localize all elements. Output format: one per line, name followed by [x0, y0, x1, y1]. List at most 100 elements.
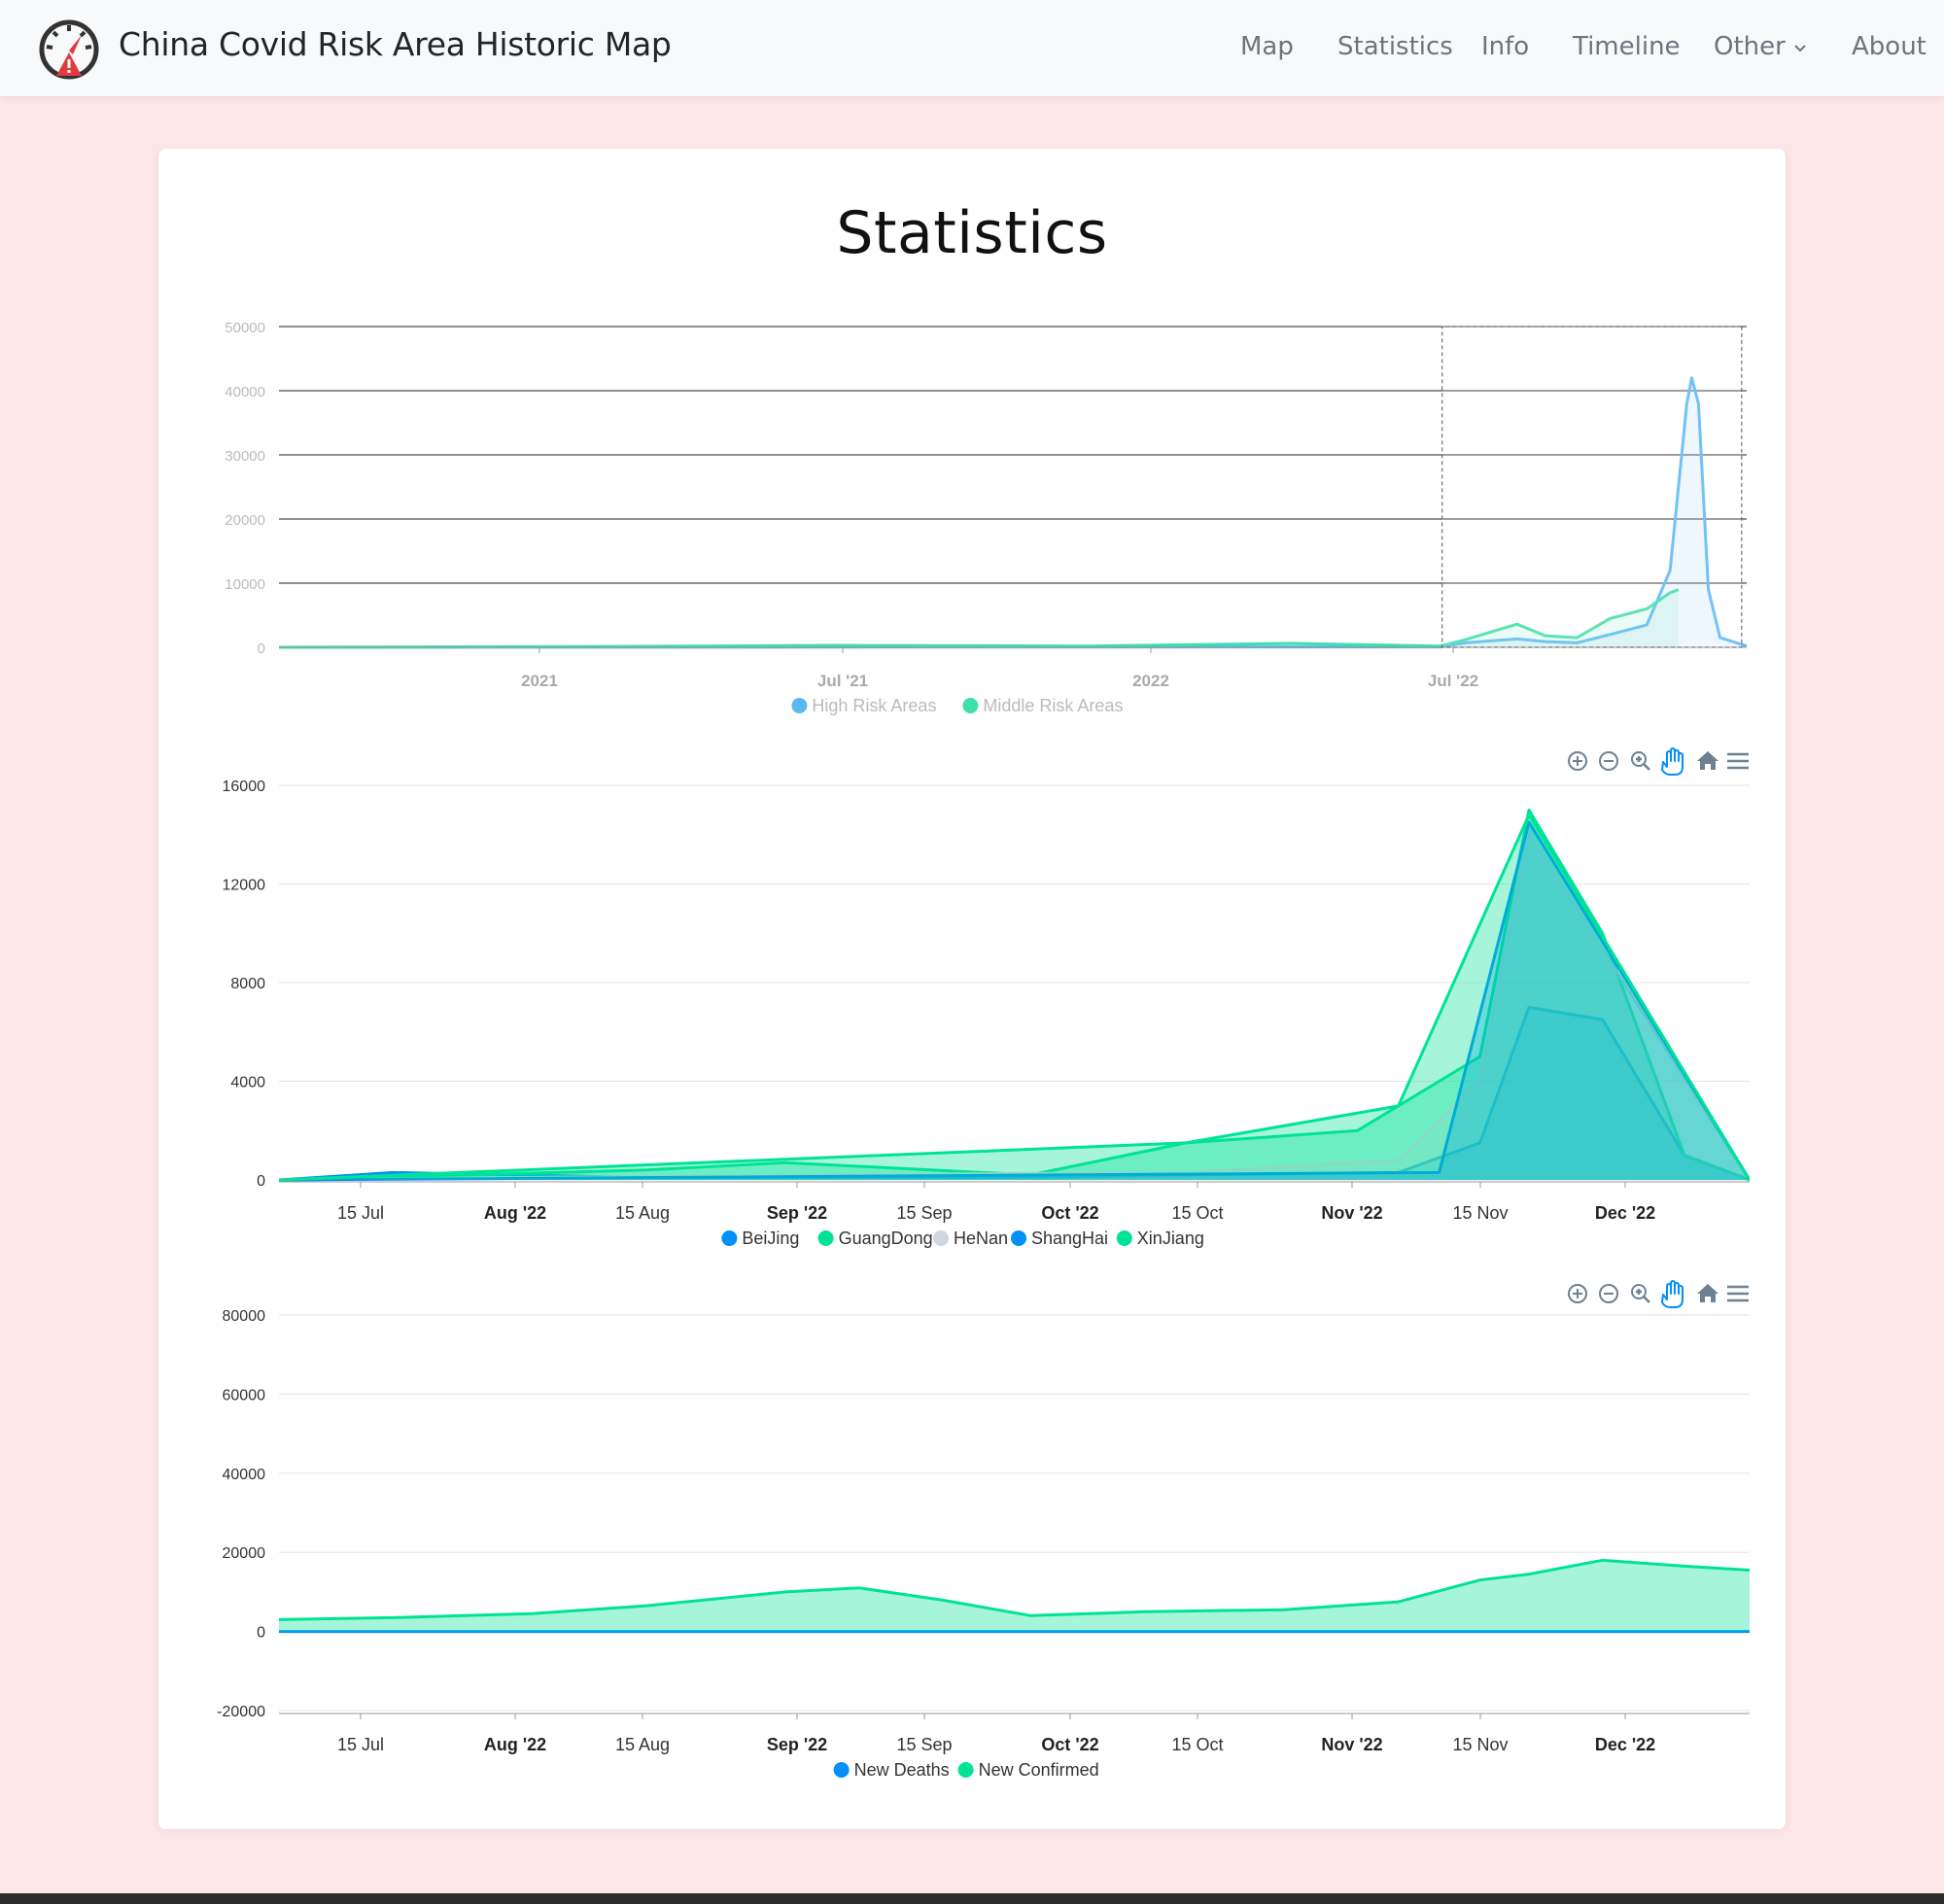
y-tick-label: 12000 — [223, 878, 266, 894]
x-tick-label: Sep '22 — [767, 1203, 827, 1223]
nav-timeline[interactable]: Timeline — [1573, 32, 1681, 61]
legend-label: New Deaths — [854, 1760, 950, 1780]
series-area-new-confirmed — [279, 1560, 1750, 1632]
series-area-middle-risk-areas — [279, 589, 1679, 647]
legend-marker — [962, 698, 979, 713]
nav-other-label: Other — [1714, 32, 1786, 61]
legend-label: Middle Risk Areas — [983, 696, 1123, 715]
series-area-henan — [279, 834, 1750, 1180]
x-tick-label: 2021 — [521, 672, 558, 690]
y-tick-label: 50000 — [225, 320, 265, 336]
legend-item-shanghai[interactable]: ShangHai — [1011, 1229, 1108, 1248]
legend-marker — [1011, 1230, 1026, 1246]
y-tick-label: 0 — [257, 1625, 265, 1642]
y-tick-label: 40000 — [223, 1467, 266, 1483]
y-tick-label: 40000 — [225, 384, 265, 400]
nav-statistics[interactable]: Statistics — [1337, 32, 1453, 61]
legend-marker — [1116, 1230, 1132, 1246]
y-tick-label: 80000 — [223, 1308, 266, 1325]
y-tick-label: 16000 — [223, 779, 266, 795]
x-tick-label: 2022 — [1132, 672, 1169, 690]
legend-marker — [817, 1230, 834, 1246]
series-line-xinjiang — [279, 814, 1750, 1182]
x-tick-label: 15 Aug — [615, 1735, 670, 1754]
x-tick-label: Sep '22 — [767, 1735, 827, 1754]
x-tick-label: 15 Nov — [1452, 1203, 1508, 1223]
series-line-henan — [279, 833, 1750, 1182]
brush-selection[interactable] — [1441, 326, 1743, 648]
legend-item-high-risk-areas[interactable]: High Risk Areas — [791, 696, 936, 715]
y-tick-label: -20000 — [217, 1704, 265, 1720]
series-area-xinjiang — [279, 814, 1750, 1180]
menu-icon[interactable] — [1727, 1285, 1749, 1302]
series-line-shanghai — [279, 820, 1750, 1182]
x-tick-label: 15 Jul — [337, 1735, 384, 1754]
legend-marker — [933, 1230, 949, 1246]
deaths-confirmed-chart[interactable]: 80000 60000 40000 20000 0 -20000 15 Jul Aug '22… — [0, 1273, 1944, 1798]
nav-about[interactable]: About — [1852, 32, 1927, 61]
overview-brush-chart[interactable]: 50000 40000 30000 20000 10000 0 2021 Jul '21 202… — [0, 301, 1944, 729]
series-line-middle-risk-areas — [279, 588, 1680, 649]
x-tick-label: Nov '22 — [1321, 1735, 1382, 1754]
series-area-beijing — [279, 1007, 1750, 1180]
zoom-out-icon[interactable] — [1599, 1284, 1618, 1303]
menu-icon[interactable] — [1727, 752, 1749, 770]
plot-area — [279, 1558, 1750, 1634]
series-line-guangdong — [279, 808, 1750, 1182]
x-tick-label: Aug '22 — [484, 1203, 546, 1223]
zoom-out-icon[interactable] — [1599, 751, 1618, 771]
legend-label: BeiJing — [742, 1229, 799, 1248]
home-icon[interactable] — [1697, 751, 1718, 770]
chevron-down-icon — [1794, 44, 1806, 52]
legend-label: HeNan — [954, 1229, 1008, 1248]
x-tick-label: Oct '22 — [1041, 1735, 1098, 1754]
x-tick-label: Nov '22 — [1321, 1203, 1382, 1223]
y-tick-label: 30000 — [225, 448, 265, 465]
legend-label: GuangDong — [839, 1229, 933, 1248]
brand-title[interactable]: China Covid Risk Area Historic Map — [119, 25, 672, 63]
navbar: China Covid Risk Area Historic Map Map S… — [0, 0, 1944, 96]
legend-label: XinJiang — [1137, 1229, 1204, 1248]
pan-hand-icon[interactable] — [1661, 747, 1684, 776]
nav-map[interactable]: Map — [1240, 32, 1294, 61]
y-tick-label: 0 — [258, 640, 265, 657]
x-tick-label: 15 Nov — [1452, 1735, 1508, 1754]
y-tick-label: 60000 — [223, 1387, 266, 1403]
legend: High Risk Areas Middle Risk Areas — [791, 696, 1123, 715]
x-tick-label: Dec '22 — [1595, 1203, 1655, 1223]
series-area-shanghai — [279, 822, 1750, 1180]
zoom-in-icon[interactable] — [1568, 1284, 1587, 1303]
x-tick-label: Jul '22 — [1428, 672, 1478, 690]
legend-item-guangdong[interactable]: GuangDong — [817, 1229, 933, 1248]
x-tick-label: 15 Sep — [896, 1203, 952, 1223]
y-tick-label: 20000 — [223, 1545, 266, 1562]
pan-hand-icon[interactable] — [1661, 1280, 1684, 1308]
speedometer-warning-icon[interactable] — [37, 17, 101, 82]
nav-other-dropdown[interactable]: Other — [1714, 32, 1807, 61]
risk-areas-by-province-chart[interactable]: 16000 12000 8000 4000 0 15 Jul Aug '22 15 Aug Se… — [0, 739, 1944, 1264]
home-icon[interactable] — [1697, 1284, 1718, 1302]
x-tick-label: 15 Sep — [896, 1735, 952, 1754]
legend-item-middle-risk-areas[interactable]: Middle Risk Areas — [962, 696, 1123, 715]
legend-item-new-deaths[interactable]: New Deaths — [833, 1760, 950, 1780]
legend-item-xinjiang[interactable]: XinJiang — [1116, 1229, 1204, 1248]
page-title: Statistics — [836, 199, 1108, 267]
x-tick-label: 15 Oct — [1171, 1735, 1223, 1754]
zoom-in-icon[interactable] — [1568, 751, 1587, 771]
legend-label: ShangHai — [1031, 1229, 1108, 1248]
y-tick-label: 0 — [257, 1173, 265, 1190]
taskbar — [0, 1893, 1944, 1904]
y-tick-label: 4000 — [230, 1075, 265, 1091]
x-tick-label: Aug '22 — [484, 1735, 546, 1754]
y-tick-label: 10000 — [225, 576, 265, 593]
legend-item-beijing[interactable]: BeiJing — [721, 1229, 799, 1248]
legend-marker — [957, 1762, 974, 1778]
zoom-select-icon[interactable] — [1631, 751, 1650, 771]
x-tick-label: Jul '21 — [817, 672, 868, 690]
legend-item-new-confirmed[interactable]: New Confirmed — [957, 1760, 1099, 1780]
legend-item-henan[interactable]: HeNan — [933, 1229, 1008, 1248]
nav-info[interactable]: Info — [1481, 32, 1530, 61]
plot-area — [279, 376, 1747, 649]
zoom-select-icon[interactable] — [1631, 1284, 1650, 1303]
x-tick-label: 15 Oct — [1171, 1203, 1223, 1223]
